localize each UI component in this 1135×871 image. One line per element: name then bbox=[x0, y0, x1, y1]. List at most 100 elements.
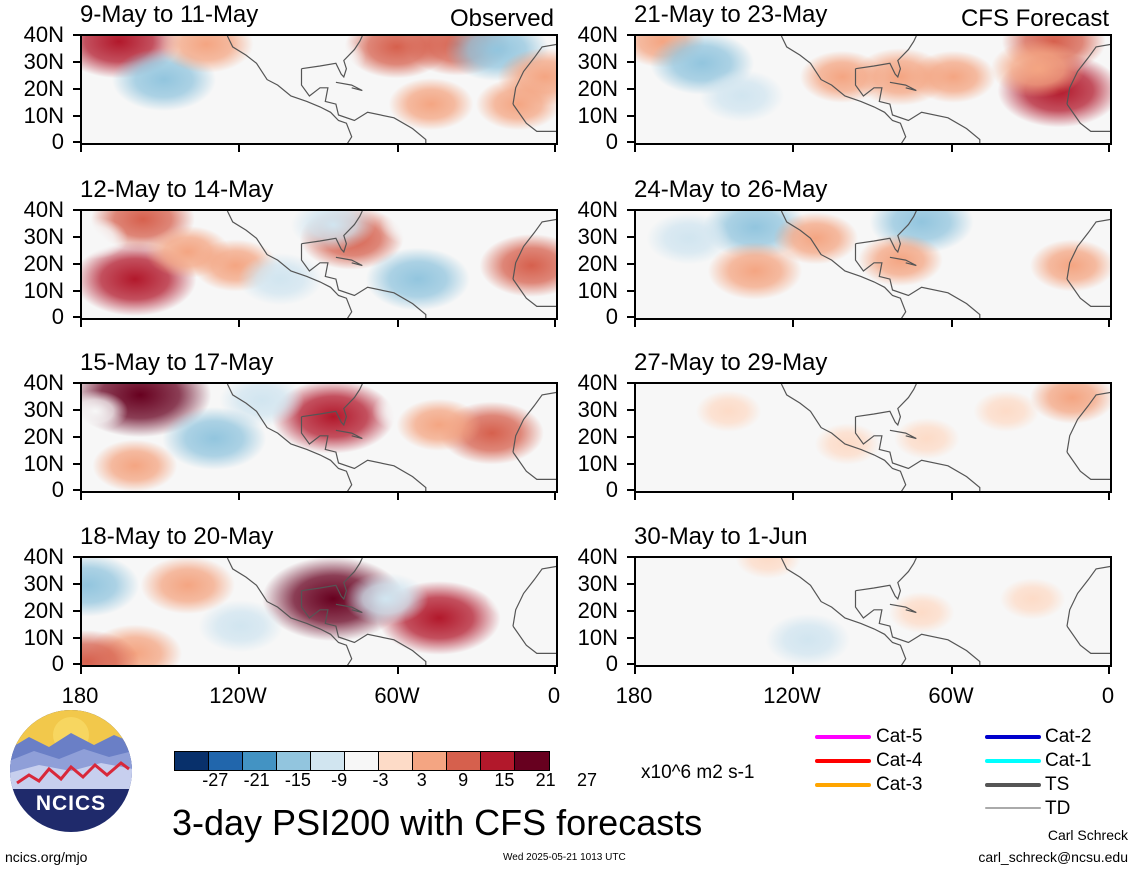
legend-label: Cat-3 bbox=[876, 774, 923, 795]
y-tick-label: 10N bbox=[23, 103, 64, 128]
x-tick bbox=[80, 320, 82, 327]
x-tick bbox=[1108, 493, 1110, 500]
anomaly-map bbox=[634, 556, 1112, 667]
x-tick bbox=[634, 493, 636, 500]
legend-swatch bbox=[985, 759, 1041, 763]
y-tick-label: 40N bbox=[23, 544, 64, 569]
anomaly-blob bbox=[695, 390, 762, 432]
coastline bbox=[854, 243, 981, 318]
y-tick bbox=[73, 236, 80, 238]
panel-tag: CFS Forecast bbox=[960, 5, 1109, 32]
x-tick bbox=[238, 667, 240, 674]
x-tick-label: 60W bbox=[928, 683, 974, 708]
y-tick-label: 10N bbox=[577, 625, 618, 650]
colorbar bbox=[174, 751, 550, 771]
y-tick-label: 10N bbox=[23, 625, 64, 650]
y-tick bbox=[73, 637, 80, 639]
legend-swatch bbox=[815, 759, 871, 763]
svg-text:NCICS: NCICS bbox=[36, 792, 106, 815]
coastline bbox=[1066, 391, 1110, 453]
coastline bbox=[855, 384, 917, 427]
y-tick-label: 0 bbox=[605, 304, 618, 329]
colorbar-box bbox=[413, 752, 447, 770]
y-tick-label: 40N bbox=[23, 370, 64, 395]
anomaly-blob bbox=[1029, 384, 1110, 424]
y-tick bbox=[73, 263, 80, 265]
y-tick bbox=[73, 610, 80, 612]
coastline bbox=[301, 558, 363, 601]
coastline bbox=[512, 625, 556, 655]
y-tick bbox=[73, 583, 80, 585]
anomaly-map bbox=[80, 34, 558, 145]
legend-swatch bbox=[815, 783, 871, 787]
y-tick bbox=[627, 489, 634, 491]
anomaly-blob bbox=[735, 558, 802, 579]
coastline bbox=[889, 429, 917, 440]
x-tick-label: 0 bbox=[547, 683, 561, 708]
coastline bbox=[1066, 451, 1110, 481]
y-tick-label: 20N bbox=[23, 76, 64, 101]
y-tick-label: 20N bbox=[577, 251, 618, 276]
anomaly-blob bbox=[237, 253, 323, 306]
y-tick bbox=[627, 463, 634, 465]
anomaly-blob bbox=[343, 572, 429, 625]
coastline bbox=[300, 416, 427, 491]
y-tick-label: 0 bbox=[605, 477, 618, 502]
legend-label: TD bbox=[1045, 798, 1071, 819]
anomaly-blob bbox=[910, 50, 996, 103]
coastline bbox=[1066, 43, 1110, 105]
timestamp: Wed 2025-05-21 1013 UTC bbox=[503, 852, 626, 863]
coastline bbox=[335, 256, 363, 267]
x-tick bbox=[1108, 145, 1110, 152]
anomaly-blob bbox=[858, 233, 943, 287]
y-tick-label: 30N bbox=[23, 397, 64, 422]
legend-label: Cat-5 bbox=[876, 726, 923, 747]
colorbar-label: 21 bbox=[535, 770, 556, 790]
legend-label: Cat-4 bbox=[876, 750, 923, 771]
coastline bbox=[512, 218, 556, 280]
colorbar-box bbox=[515, 752, 549, 770]
colorbar-label: 15 bbox=[494, 770, 515, 790]
y-tick-label: 20N bbox=[577, 76, 618, 101]
colorbar-box bbox=[345, 752, 379, 770]
y-tick bbox=[73, 556, 80, 558]
anomaly-blob bbox=[290, 211, 376, 251]
legend-label: TS bbox=[1045, 774, 1070, 795]
coastline bbox=[300, 590, 427, 665]
colorbar-label: -3 bbox=[372, 770, 389, 790]
y-tick bbox=[627, 88, 634, 90]
x-tick-label: 180 bbox=[615, 683, 653, 708]
author-email[interactable]: carl_schreck@ncsu.edu bbox=[978, 849, 1128, 865]
y-tick bbox=[627, 61, 634, 63]
y-tick bbox=[73, 290, 80, 292]
y-tick-label: 30N bbox=[577, 49, 618, 74]
x-tick-label: 120W bbox=[763, 683, 821, 708]
anomaly-blob bbox=[159, 36, 254, 73]
panel-tag: Observed bbox=[449, 5, 554, 32]
panel-title: 21-May to 23-May bbox=[634, 1, 828, 28]
y-tick bbox=[627, 290, 634, 292]
colorbar-label: 27 bbox=[576, 770, 598, 790]
x-tick bbox=[792, 320, 794, 327]
y-tick-label: 10N bbox=[577, 103, 618, 128]
x-tick bbox=[397, 320, 399, 327]
x-tick bbox=[554, 320, 556, 327]
y-tick bbox=[627, 583, 634, 585]
colorbar-box bbox=[243, 752, 277, 770]
y-tick bbox=[627, 115, 634, 117]
coastline bbox=[335, 603, 363, 614]
coastline bbox=[780, 384, 907, 491]
y-tick bbox=[627, 141, 634, 143]
site-link[interactable]: ncics.org/mjo bbox=[5, 849, 88, 865]
y-tick-label: 40N bbox=[577, 370, 618, 395]
coastline bbox=[335, 429, 363, 440]
y-tick bbox=[627, 382, 634, 384]
y-tick-label: 30N bbox=[577, 397, 618, 422]
y-tick-label: 20N bbox=[23, 251, 64, 276]
coastline bbox=[226, 558, 353, 665]
y-tick bbox=[627, 663, 634, 665]
coastline bbox=[854, 416, 981, 491]
anomaly-blob bbox=[973, 390, 1040, 432]
y-tick-label: 30N bbox=[23, 571, 64, 596]
colorbar-label: -9 bbox=[331, 770, 348, 790]
